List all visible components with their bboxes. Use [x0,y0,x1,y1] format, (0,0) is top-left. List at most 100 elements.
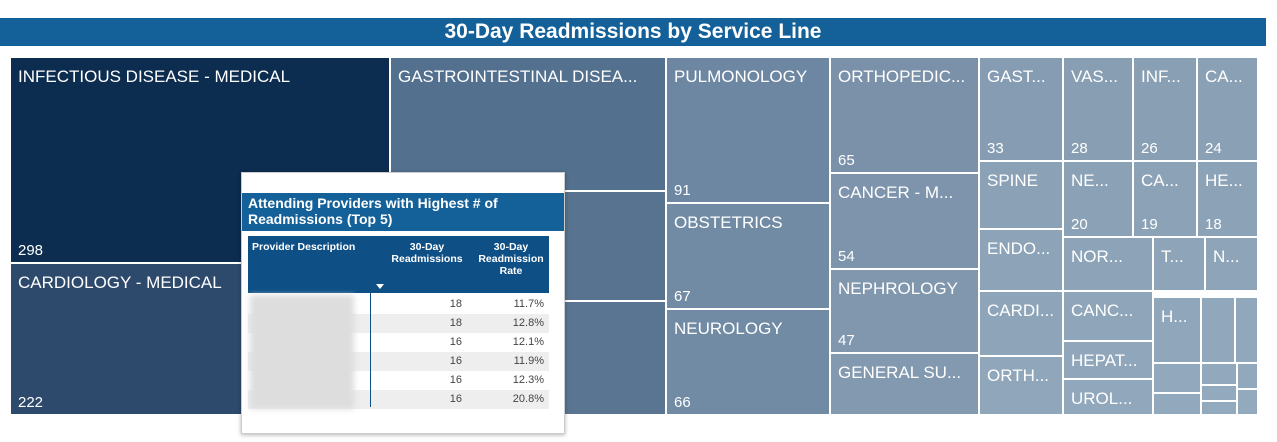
sort-arrow [376,284,384,293]
tile-label: H... [1161,307,1188,326]
tile-label: GASTROINTESTINAL DISEA... [398,67,638,86]
treemap-tile: UROL... [1063,379,1153,415]
cell: 16 [449,393,462,405]
tile-label: GAST... [987,67,1046,86]
treemap-tile: GAST... 33 [979,57,1063,161]
treemap-tile [1153,393,1201,415]
treemap-tile: GASTROINTESTINAL DISEA... [390,57,666,191]
tile-value: 65 [838,152,855,169]
treemap-tile: INFECTIOUS DISEASE - MEDICAL 298 [10,57,390,263]
treemap-tile: ENDO... [979,229,1063,291]
cell: 16 [449,336,462,348]
tile-label: CANC... [1071,301,1134,320]
tile-label: HEPAT... [1071,351,1138,370]
treemap-tile: CANC... [1063,291,1153,341]
cell: 16 [449,374,462,386]
treemap-tile: VAS... 28 [1063,57,1133,161]
treemap-tile: H... [1153,297,1201,363]
treemap-tile: CANCER - M... 54 [830,173,979,269]
column-header: 30-Day Readmission Rate [478,241,544,277]
cell: 12.1% [512,336,544,348]
treemap-tile: T... [1153,237,1205,291]
tile-label: T... [1161,247,1184,266]
tile-value: 66 [674,394,691,411]
treemap-tile [1237,389,1258,415]
treemap-tile: GENERAL SU... [830,353,979,415]
treemap-tile: N... [1205,237,1258,291]
treemap-tile: CARDI... [979,291,1063,356]
tile-value: 20 [1071,216,1088,233]
tile-value: 47 [838,332,855,349]
tile-value: 222 [18,394,44,411]
tile-value: 19 [1141,216,1158,233]
cell: 18 [449,298,462,310]
tile-label: NEPHROLOGY [838,279,958,298]
tile-label: CARDI... [987,301,1055,320]
cell: 12.3% [512,374,544,386]
cell: 20.8% [512,393,544,405]
treemap-tile: NEUROLOGY 66 [666,309,830,415]
tile-label: NE... [1071,171,1109,190]
cell: 12.8% [512,317,544,329]
tile-value: 24 [1205,140,1222,157]
tooltip: Attending Providers with Highest # of Re… [241,172,565,434]
treemap-tile: NOR... [1063,237,1153,291]
treemap-tile: CA... 24 [1197,57,1258,161]
tile-label: GENERAL SU... [838,363,962,382]
treemap-tile: ORTHOPEDIC... 65 [830,57,979,173]
tile-value: 298 [18,242,44,259]
visual-title: 30-Day Readmissions by Service Line [0,18,1266,46]
treemap-tile [1201,297,1235,363]
tile-value: 26 [1141,140,1158,157]
treemap-tile [1201,401,1237,415]
treemap-tile: PULMONOLOGY 91 [666,57,830,203]
tile-value: 67 [674,288,691,305]
treemap-tile: CA... 19 [1133,161,1197,237]
treemap-tile [1235,297,1258,363]
tile-label: CANCER - M... [838,183,954,202]
treemap-tile: HEPAT... [1063,341,1153,379]
treemap-tile: INF... 26 [1133,57,1197,161]
treemap-tile: OBSTETRICS 67 [666,203,830,309]
treemap-tile: SPINE [979,161,1063,229]
tile-label: OBSTETRICS [674,213,783,232]
cell: 11.7% [513,298,544,310]
treemap-tile [1237,363,1258,389]
tile-label: ORTH... [987,366,1050,385]
tile-label: CA... [1141,171,1179,190]
tile-label: CARDIOLOGY - MEDICAL [18,273,222,292]
column-header: Provider Description [252,241,356,253]
tooltip-title: Attending Providers with Highest # of Re… [242,193,564,231]
tile-value: 18 [1205,216,1222,233]
table-header: Provider Description 30-Day Readmissions… [248,236,549,293]
column-header: 30-Day Readmissions [391,241,463,265]
tile-label: INFECTIOUS DISEASE - MEDICAL [18,67,291,86]
column-divider [370,293,371,407]
tile-label: ORTHOPEDIC... [838,67,966,86]
tile-label: VAS... [1071,67,1118,86]
treemap-tile: HE... 18 [1197,161,1258,237]
cell: 11.9% [513,355,544,367]
treemap-tile [1153,363,1201,393]
tile-value: 28 [1071,140,1088,157]
blurred-names [250,295,354,409]
tile-label: NEUROLOGY [674,319,783,338]
treemap-tile [1201,363,1237,385]
tile-label: HE... [1205,171,1243,190]
tile-value: 33 [987,140,1004,157]
cell: 16 [449,355,462,367]
cell: 18 [449,317,462,329]
tile-value: 91 [674,182,691,199]
tile-label: CA... [1205,67,1243,86]
treemap-tile: ORTH... [979,356,1063,415]
tile-value: 54 [838,248,855,265]
tile-label: INF... [1141,67,1181,86]
treemap-tile: NEPHROLOGY 47 [830,269,979,353]
tile-label: UROL... [1071,389,1133,408]
tile-label: SPINE [987,171,1039,190]
treemap-tile: NE... 20 [1063,161,1133,237]
tile-label: NOR... [1071,247,1123,266]
tile-label: PULMONOLOGY [674,67,808,86]
